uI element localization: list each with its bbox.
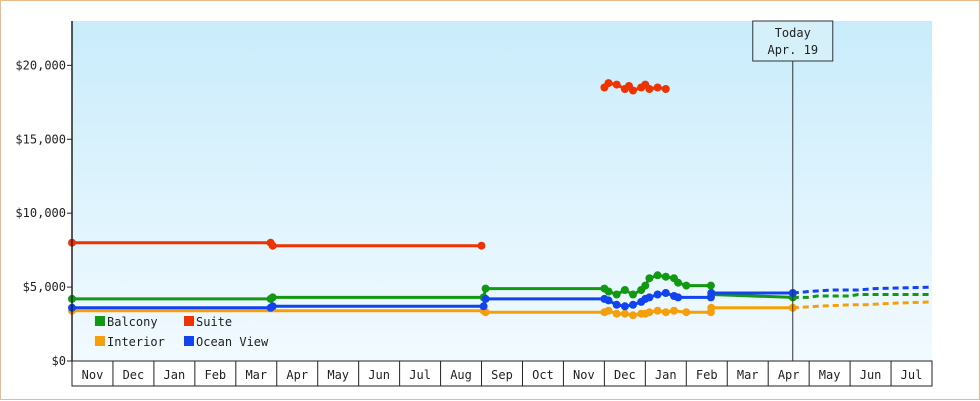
suite-2-point (661, 85, 670, 93)
x-month-label: Apr (286, 368, 308, 382)
interior-point (653, 306, 662, 315)
x-month-label: Sep (491, 368, 513, 382)
x-axis-box (71, 360, 933, 387)
balcony-point (604, 287, 613, 296)
suite-point (268, 241, 277, 250)
ocean-view-point (479, 302, 488, 311)
balcony-point (674, 278, 683, 287)
legend-label-ocean-view: Ocean View (196, 335, 269, 349)
legend-swatch-suite (184, 316, 194, 326)
x-month-label: May (819, 368, 841, 382)
x-month-label: Nov (573, 368, 595, 382)
interior-point (604, 306, 613, 315)
x-month-label: Dec (123, 368, 145, 382)
x-month-label: Feb (204, 368, 226, 382)
legend-label-balcony: Balcony (107, 315, 158, 329)
ocean-view-point (707, 289, 716, 297)
x-month-label: Jul (409, 368, 431, 382)
balcony-point (481, 284, 490, 293)
y-tick-label: $0 (52, 354, 66, 368)
interior-point (629, 311, 637, 320)
interior-point (645, 308, 654, 317)
today-box (752, 20, 834, 62)
x-month-label: Jun (368, 368, 390, 382)
today-marker: Today Apr. 19 (752, 20, 834, 361)
y-tick-label: $10,000 (15, 206, 66, 220)
x-month-label: Mar (245, 368, 267, 382)
ocean-view-forecast-line (792, 285, 933, 295)
today-label: Today (775, 26, 811, 40)
ocean-view-point (645, 293, 654, 302)
series-layer (68, 79, 933, 320)
balcony-point (629, 290, 637, 299)
x-month-label: Jul (901, 368, 923, 382)
x-month-label: Oct (532, 368, 554, 382)
x-month-label: Nov (82, 368, 104, 382)
legend-label-interior: Interior (107, 335, 165, 349)
ocean-view-point (653, 290, 662, 299)
suite-point (477, 241, 486, 250)
x-month-label: Mar (737, 368, 759, 382)
ocean-view-point (620, 302, 629, 311)
interior-point (620, 309, 629, 318)
ocean-view-point (661, 289, 670, 297)
suite-2-point (604, 79, 613, 88)
interior-point (707, 303, 716, 312)
ocean-view-point (268, 302, 277, 311)
y-tick-label: $15,000 (15, 132, 66, 146)
balcony-point (641, 281, 650, 290)
legend-label-suite: Suite (196, 315, 232, 329)
x-month-label: Jun (860, 368, 882, 382)
plot-background (72, 21, 932, 361)
x-month-label: Aug (450, 368, 472, 382)
ocean-view-point (629, 300, 637, 309)
today-date: Apr. 19 (767, 43, 818, 57)
interior-point (661, 308, 670, 317)
balcony-point (268, 293, 277, 302)
legend-swatch-ocean-view (184, 336, 194, 346)
balcony-point (682, 281, 691, 290)
ocean-view-point (481, 294, 490, 303)
x-month-label: Dec (614, 368, 636, 382)
suite-2-point (653, 83, 662, 92)
legend-swatch-interior (95, 336, 105, 346)
interior-point (612, 309, 621, 318)
balcony-point (661, 272, 670, 281)
legend-swatch-balcony (95, 316, 105, 326)
suite-2-point (645, 85, 654, 93)
interior-point (670, 306, 678, 315)
suite-2-point (629, 86, 637, 95)
y-tick-label: $20,000 (15, 58, 66, 72)
x-month-label: Apr (778, 368, 800, 382)
balcony-point (706, 281, 715, 290)
ocean-view-point (612, 300, 621, 309)
y-tick-label: $5,000 (23, 280, 66, 294)
balcony-point (645, 274, 654, 283)
ocean-view-point (674, 293, 683, 302)
x-month-label: Jan (655, 368, 677, 382)
legend: Balcony Suite Interior Ocean View (95, 315, 269, 349)
balcony-point (653, 271, 662, 280)
x-month-label: May (327, 368, 349, 382)
balcony-forecast-line (792, 293, 932, 299)
x-month-label: Feb (696, 368, 718, 382)
balcony-point (612, 290, 621, 299)
interior-forecast-line (792, 300, 933, 310)
interior-point (682, 308, 691, 317)
axes-layer: $0 $5,000 $10,000 $15,000 $20,000 Nov Dec Jan Fe… (15, 21, 933, 387)
balcony-point (620, 286, 629, 294)
x-month-label: Jan (164, 368, 186, 382)
ocean-view-point (604, 296, 613, 305)
suite-2-point (612, 80, 621, 89)
